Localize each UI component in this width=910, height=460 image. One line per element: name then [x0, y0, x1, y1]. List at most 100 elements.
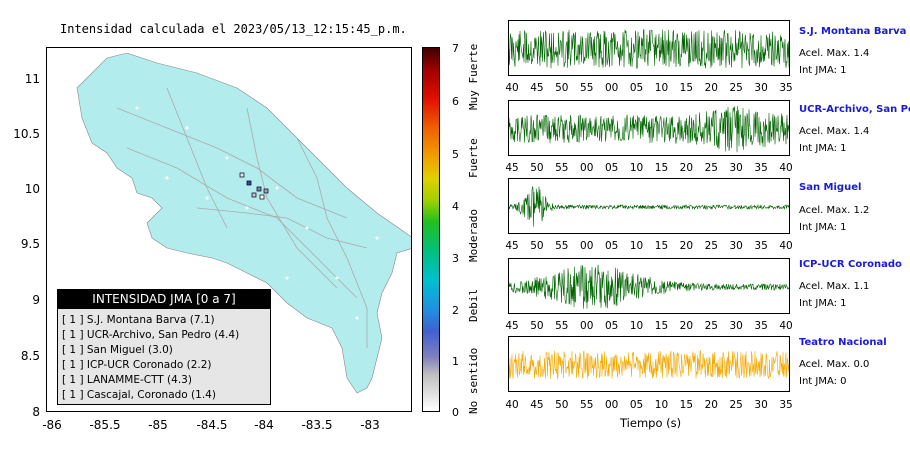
seismogram-panel — [508, 336, 790, 392]
legend-item: [ 1 ] Cascajal, Coronado (1.4) — [62, 389, 216, 401]
seismogram-panel — [508, 100, 790, 156]
trace-tick: 10 — [654, 399, 669, 411]
station-acel: Acel. Max. 1.1 — [799, 281, 870, 292]
map-ytick: 9 — [32, 293, 40, 307]
trace-tick: 30 — [754, 399, 768, 411]
time-axis-label: Tiempo (s) — [620, 416, 682, 430]
trace-tick: 55 — [555, 240, 569, 252]
legend-item: [ 1 ] LANAMME-CTT (4.3) — [62, 374, 192, 386]
waveform-line — [509, 29, 789, 69]
trace-tick: 10 — [654, 82, 669, 94]
trace-tick: 45 — [505, 320, 519, 332]
trace-tick: 50 — [530, 320, 544, 332]
station-marker — [246, 180, 252, 186]
station-markers — [239, 172, 269, 200]
trace-tick: 25 — [704, 240, 718, 252]
trace-tick: 00 — [604, 399, 619, 411]
map-xtick: -84.5 — [196, 418, 228, 432]
station-marker — [263, 188, 269, 194]
trace-tick: 20 — [679, 162, 694, 174]
seismogram-panel — [508, 178, 790, 234]
legend-item: [ 1 ] S.J. Montana Barva (7.1) — [62, 314, 215, 326]
trace-tick: 25 — [704, 162, 718, 174]
station-name: S.J. Montana Barva — [799, 26, 907, 37]
colorbar-label-no-sentido: No sentido — [467, 347, 480, 414]
colorbar-tick: 4 — [452, 200, 459, 213]
colorbar-tick: 5 — [452, 148, 459, 161]
station-acel: Acel. Max. 0.0 — [799, 359, 870, 370]
station-marker — [259, 194, 265, 200]
colorbar-tick: 7 — [452, 42, 459, 55]
trace-tick: 05 — [604, 240, 619, 252]
waveform-line — [509, 349, 789, 380]
legend-item: [ 1 ] San Miguel (3.0) — [62, 344, 173, 356]
trace-tick: 00 — [580, 240, 594, 252]
trace-tick: 25 — [704, 320, 718, 332]
trace-tick: 05 — [629, 399, 644, 411]
trace-tick: 30 — [729, 162, 743, 174]
station-acel: Acel. Max. 1.2 — [799, 205, 870, 216]
trace-tick: 45 — [530, 82, 544, 94]
trace-tick: 15 — [654, 240, 669, 252]
trace-tick: 30 — [729, 240, 743, 252]
map-xtick: -85.5 — [89, 418, 121, 432]
station-acel: Acel. Max. 1.4 — [799, 126, 870, 137]
seismogram-trace — [509, 105, 789, 153]
trace-tick: 40 — [505, 82, 519, 94]
station-marker — [251, 192, 257, 198]
trace-tick: 50 — [530, 240, 544, 252]
trace-tick: 40 — [505, 399, 519, 411]
trace-tick: 05 — [604, 162, 619, 174]
trace-tick: 50 — [555, 82, 569, 94]
colorbar-tick: 1 — [452, 355, 459, 368]
colorbar-tick: 2 — [452, 304, 459, 317]
trace-tick: 35 — [754, 240, 768, 252]
trace-tick: 00 — [580, 320, 594, 332]
trace-tick: 40 — [779, 162, 793, 174]
map-xtick: -84 — [254, 418, 274, 432]
colorbar-label-debil: Debil — [467, 288, 480, 322]
map-ytick: 9.5 — [20, 237, 40, 251]
trace-tick: 20 — [679, 240, 694, 252]
map-ytick: 8.5 — [20, 349, 40, 363]
intensity-colorbar — [422, 47, 440, 412]
trace-tick: 15 — [679, 82, 694, 94]
trace-tick: 55 — [580, 82, 594, 94]
trace-tick: 35 — [754, 320, 768, 332]
seismogram-panel — [508, 258, 790, 314]
trace-tick: 25 — [729, 399, 743, 411]
station-int: Int JMA: 0 — [799, 376, 847, 387]
station-acel: Acel. Max. 1.4 — [799, 48, 870, 59]
land-mass — [76, 52, 411, 394]
map-xtick: -85 — [148, 418, 168, 432]
seismogram-trace — [509, 264, 789, 309]
trace-tick: 35 — [779, 399, 793, 411]
trace-tick: 25 — [729, 82, 743, 94]
station-name: UCR-Archivo, San Pedro — [799, 104, 910, 115]
trace-tick: 35 — [754, 162, 768, 174]
waveform-line — [509, 264, 789, 309]
map-xtick: -83.5 — [301, 418, 333, 432]
trace-tick: 10 — [629, 162, 644, 174]
colorbar-label-moderado: Moderado — [467, 209, 480, 262]
trace-tick: 20 — [704, 399, 718, 411]
station-marker — [239, 172, 245, 178]
trace-tick: 00 — [580, 162, 594, 174]
colorbar-label-muy-fuerte: Muy Fuerte — [467, 43, 480, 110]
station-int: Int JMA: 1 — [799, 298, 847, 309]
seismogram-trace — [509, 186, 789, 227]
trace-tick: 55 — [555, 162, 569, 174]
map-xtick: -86 — [42, 418, 62, 432]
trace-tick: 10 — [629, 320, 644, 332]
colorbar-label-fuerte: Fuerte — [467, 138, 480, 178]
colorbar-tick: 0 — [452, 406, 459, 419]
trace-tick: 55 — [555, 320, 569, 332]
map-title: Intensidad calculada el 2023/05/13_12:15… — [60, 22, 407, 36]
trace-tick: 30 — [729, 320, 743, 332]
trace-tick: 45 — [505, 240, 519, 252]
trace-tick: 45 — [530, 399, 544, 411]
colorbar-tick: 3 — [452, 252, 459, 265]
trace-tick: 45 — [505, 162, 519, 174]
map-ytick: 11 — [24, 72, 40, 86]
trace-tick: 40 — [779, 320, 793, 332]
